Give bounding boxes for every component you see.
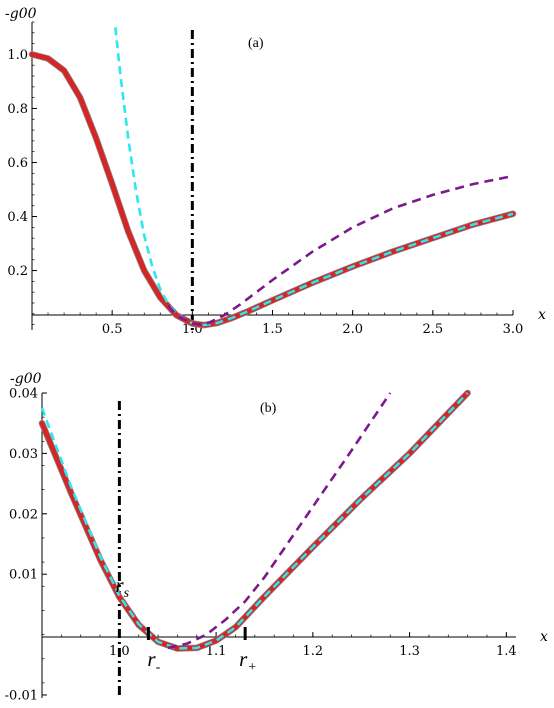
- series-line-red: [39, 390, 471, 651]
- y-tick-label: 0.8: [7, 102, 28, 117]
- x-tick-label: 2.0: [342, 322, 363, 337]
- y-tick-label: 0.2: [7, 264, 28, 279]
- series-line-purple: [167, 174, 514, 326]
- y-tick-label: 0.03: [9, 447, 38, 462]
- x-tick-label: 1.4: [496, 644, 517, 659]
- y-tick-label: 1.0: [7, 48, 28, 63]
- series-line-red: [29, 51, 516, 328]
- annotation-label: r+: [239, 647, 257, 675]
- y-tick-label: -0.01: [5, 688, 38, 703]
- panel-label: (a): [248, 36, 264, 51]
- annotation-label: rs: [115, 573, 129, 601]
- x-axis-label: x: [540, 629, 548, 645]
- y-tick-label: 0.01: [9, 568, 38, 583]
- y-axis-label: -g00: [10, 371, 42, 387]
- x-tick-label: 1.1: [206, 644, 227, 659]
- x-tick-label: 3.0: [503, 322, 524, 337]
- x-tick-label: 2.5: [422, 322, 443, 337]
- x-tick-label: 1.5: [262, 322, 283, 337]
- y-tick-label: 0.04: [9, 387, 38, 402]
- x-tick-label: 1.3: [399, 644, 420, 659]
- series-line-purple: [167, 392, 392, 650]
- y-tick-label: 0.6: [7, 156, 28, 171]
- x-tick-label: 1.2: [303, 644, 324, 659]
- chart-panel-b: 1.01.11.21.31.4-0.010.010.020.030.04-g00…: [5, 371, 548, 703]
- series-line-band: [28, 51, 517, 329]
- series-line-cyan: [114, 27, 514, 327]
- y-axis-label: -g00: [5, 6, 37, 22]
- y-tick-label: 0.4: [7, 210, 28, 225]
- panel-label: (b): [260, 401, 277, 416]
- x-axis-label: x: [538, 307, 546, 323]
- x-tick-label: 0.5: [102, 322, 123, 337]
- series-line-cyan: [40, 392, 469, 650]
- annotation-label: r-: [147, 647, 160, 675]
- y-tick-label: 0.02: [9, 507, 38, 522]
- chart-panel-a: 0.5 1.0 1.5 2.0 2.5 3.00.20.40.60.81.0-g00x(a…: [5, 6, 546, 337]
